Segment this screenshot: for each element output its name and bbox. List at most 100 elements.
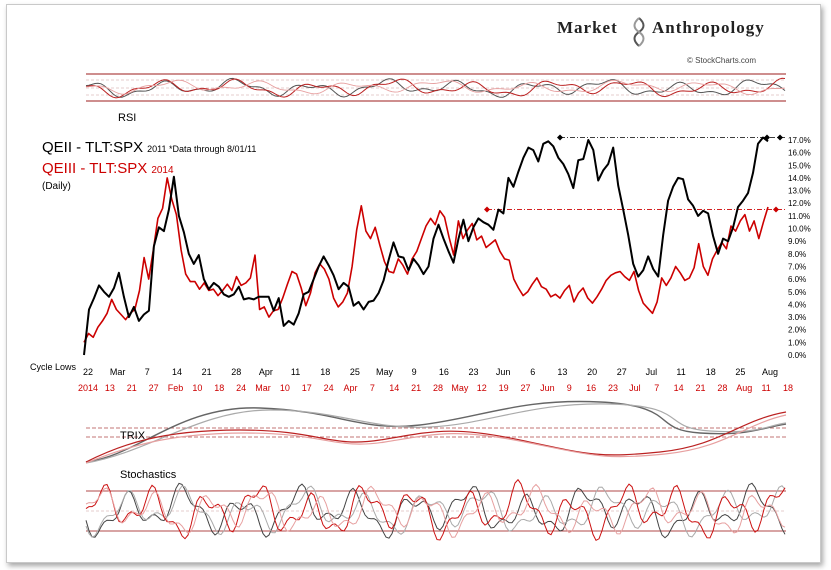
dna-icon: [633, 17, 645, 47]
x-tick-label-qe2: 11: [676, 367, 685, 377]
x-tick-label-qe2: 23: [468, 367, 478, 377]
y-axis: 0.0% 1.0% 2.0% 3.0% 4.0% 5.0% 6.0% 7.0% 8.0% 9.0%…: [788, 136, 811, 360]
title-line-2: QEIII - TLT:SPX 2014: [42, 160, 174, 177]
x-tick-label-qe3: 24: [324, 383, 334, 393]
x-tick-label-qe3: 28: [433, 383, 443, 393]
chart-frame: [6, 4, 821, 563]
x-tick-label-qe3: 16: [586, 383, 596, 393]
series-line: [83, 136, 769, 356]
x-tick-label-qe2: 27: [617, 367, 627, 377]
y-tick-label: 16.0%: [788, 149, 811, 158]
x-tick-label-qe3: Mar: [255, 383, 271, 393]
high-marker: [557, 134, 563, 141]
x-tick-label-qe2: 18: [320, 367, 330, 377]
x-tick-label-qe3: 28: [717, 383, 727, 393]
x-tick-label-qe3: 13: [105, 383, 115, 393]
trix-panel: TRIX: [85, 400, 787, 464]
x-tick-label-qe3: 23: [608, 383, 618, 393]
x-tick-label-qe3: 21: [695, 383, 705, 393]
x-tick-label-qe2: 6: [530, 367, 535, 377]
y-tick-label: 4.0%: [788, 300, 806, 309]
x-tick-label-qe2: Jul: [646, 367, 658, 377]
series-layer: [83, 136, 769, 356]
x-tick-label-qe2: 16: [439, 367, 449, 377]
x-tick-label-qe3: 7: [370, 383, 375, 393]
x-tick-label-qe3: 11: [761, 383, 770, 393]
x-tick-label-qe3: 21: [127, 383, 137, 393]
high-markers: [484, 134, 783, 213]
x-tick-label-qe3: 2014: [78, 383, 98, 393]
x-tick-label-qe2: 11: [291, 367, 300, 377]
y-tick-label: 15.0%: [788, 161, 811, 170]
x-tick-label-qe2: Jun: [496, 367, 511, 377]
x-tick-label-qe3: 17: [302, 383, 312, 393]
x-tick-label-qe2: 18: [706, 367, 716, 377]
y-tick-label: 12.0%: [788, 199, 811, 208]
stockcharts-credit: © StockCharts.com: [687, 56, 756, 65]
y-tick-label: 9.0%: [788, 237, 806, 246]
y-tick-label: 5.0%: [788, 288, 806, 297]
high-marker: [764, 134, 770, 141]
x-tick-label-qe3: 10: [192, 383, 202, 393]
rsi-line-qe3: [85, 77, 786, 99]
chart-title: QEII - TLT:SPX 2011 *Data through 8/01/11…: [42, 139, 256, 192]
x-tick-label-qe2: Aug: [762, 367, 778, 377]
x-tick-label-qe2: 28: [231, 367, 241, 377]
high-marker: [777, 134, 783, 141]
cycle-lows-label: Cycle Lows: [30, 362, 77, 372]
x-tick-label-qe3: May: [451, 383, 469, 393]
x-tick-label-qe3: 14: [389, 383, 399, 393]
x-tick-label-qe3: 9: [567, 383, 572, 393]
y-tick-label: 1.0%: [788, 338, 806, 347]
y-tick-label: 0.0%: [788, 351, 806, 360]
x-tick-label-qe2: 25: [350, 367, 360, 377]
x-tick-label-qe3: Jun: [540, 383, 555, 393]
x-tick-label-qe3: 27: [149, 383, 159, 393]
trix-label: TRIX: [120, 430, 146, 442]
stochastics-label: Stochastics: [120, 469, 177, 481]
stochastic-k-qe2: [85, 482, 786, 539]
x-tick-label-qe3: 27: [520, 383, 530, 393]
brand-right: Anthropology: [652, 18, 765, 37]
y-tick-label: 6.0%: [788, 275, 806, 284]
rsi-panel: RSI: [85, 73, 786, 124]
x-tick-label-qe3: 18: [783, 383, 793, 393]
y-tick-label: 7.0%: [788, 262, 806, 271]
x-tick-label-qe2: 14: [172, 367, 182, 377]
x-tick-label-qe3: 19: [499, 383, 509, 393]
title-line-1: QEII - TLT:SPX 2011 *Data through 8/01/11: [42, 139, 256, 156]
y-tick-label: 2.0%: [788, 326, 806, 335]
x-tick-label-qe3: Feb: [168, 383, 184, 393]
x-tick-label-qe2: 9: [412, 367, 417, 377]
stochastic-d-qe3: [85, 483, 786, 538]
high-marker: [773, 206, 779, 213]
x-tick-label-qe3: 14: [674, 383, 684, 393]
x-tick-label-qe2: 20: [587, 367, 597, 377]
x-tick-label-qe3: Aug: [736, 383, 752, 393]
brand-header: Market Anthropology © StockCharts.com: [557, 17, 765, 65]
x-tick-label-qe3: Apr: [343, 383, 357, 393]
y-tick-label: 17.0%: [788, 136, 811, 145]
main-panel: 0.0% 1.0% 2.0% 3.0% 4.0% 5.0% 6.0% 7.0% 8.0% 9.0%…: [30, 134, 811, 393]
brand-left: Market: [557, 18, 618, 37]
x-tick-label-qe2: 25: [735, 367, 745, 377]
x-tick-label-qe3: 10: [280, 383, 290, 393]
y-tick-label: 8.0%: [788, 250, 806, 259]
x-tick-label-qe3: 7: [654, 383, 659, 393]
x-tick-label-qe2: 21: [202, 367, 212, 377]
subtitle: (Daily): [42, 181, 71, 192]
y-tick-label: 11.0%: [788, 212, 810, 221]
y-tick-label: 14.0%: [788, 174, 811, 183]
x-tick-label-qe3: 24: [236, 383, 246, 393]
rsi-line-qe3-light: [85, 79, 786, 96]
series-line: [83, 177, 769, 343]
y-tick-label: 10.0%: [788, 225, 811, 234]
reference-lines: [487, 137, 786, 210]
y-tick-label: 3.0%: [788, 313, 806, 322]
rsi-label: RSI: [118, 112, 136, 124]
rsi-line-qe2: [85, 77, 786, 98]
x-tick-label-qe2: 13: [557, 367, 567, 377]
x-tick-label-qe3: 21: [411, 383, 421, 393]
x-tick-label-qe2: Mar: [110, 367, 126, 377]
